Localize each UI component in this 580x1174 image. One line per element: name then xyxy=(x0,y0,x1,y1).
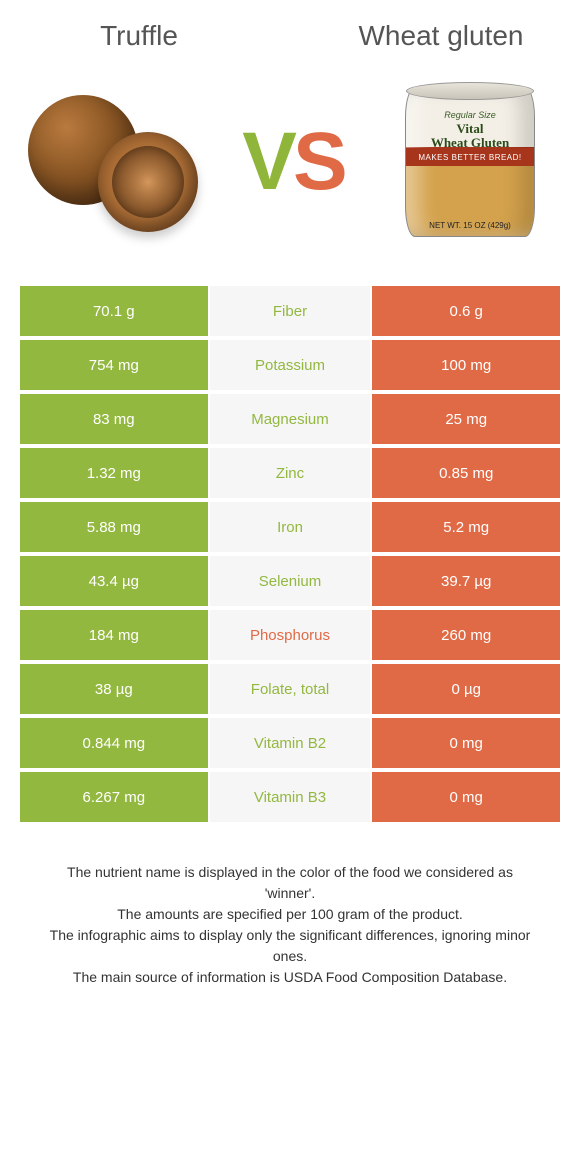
left-value: 83 mg xyxy=(20,394,208,444)
table-row: 38 µgFolate, total0 µg xyxy=(20,664,560,714)
can-title: VitalWheat Gluten xyxy=(406,122,534,149)
nutrient-label: Vitamin B3 xyxy=(210,772,371,822)
left-value: 0.844 mg xyxy=(20,718,208,768)
nutrient-label: Zinc xyxy=(210,448,371,498)
table-row: 1.32 mgZinc0.85 mg xyxy=(20,448,560,498)
vs-label: VS xyxy=(208,121,378,203)
left-value: 754 mg xyxy=(20,340,208,390)
can-size-label: Regular Size xyxy=(406,110,534,120)
table-row: 0.844 mgVitamin B20 mg xyxy=(20,718,560,768)
left-value: 184 mg xyxy=(20,610,208,660)
footer-line-4: The main source of information is USDA F… xyxy=(40,967,540,988)
right-value: 0 mg xyxy=(372,718,560,768)
nutrient-label: Selenium xyxy=(210,556,371,606)
can-red-band: MAKES BETTER BREAD! xyxy=(406,148,534,166)
left-food-title: Truffle xyxy=(18,20,260,52)
table-row: 5.88 mgIron5.2 mg xyxy=(20,502,560,552)
left-value: 43.4 µg xyxy=(20,556,208,606)
table-row: 184 mgPhosphorus260 mg xyxy=(20,610,560,660)
nutrient-label: Iron xyxy=(210,502,371,552)
images-row: VS Regular Size VitalWheat Gluten MAKES … xyxy=(18,82,562,242)
footer-line-1: The nutrient name is displayed in the co… xyxy=(40,862,540,904)
right-value: 5.2 mg xyxy=(372,502,560,552)
table-row: 6.267 mgVitamin B30 mg xyxy=(20,772,560,822)
header-row: Truffle Wheat gluten xyxy=(18,20,562,52)
nutrient-label: Fiber xyxy=(210,286,371,336)
right-value: 0.85 mg xyxy=(372,448,560,498)
left-value: 1.32 mg xyxy=(20,448,208,498)
table-row: 83 mgMagnesium25 mg xyxy=(20,394,560,444)
left-value: 5.88 mg xyxy=(20,502,208,552)
footer-line-2: The amounts are specified per 100 gram o… xyxy=(40,904,540,925)
left-value: 38 µg xyxy=(20,664,208,714)
right-value: 0 µg xyxy=(372,664,560,714)
right-value: 260 mg xyxy=(372,610,560,660)
can-net-wt: NET WT. 15 OZ (429g) xyxy=(406,221,534,230)
wheat-gluten-can-icon: Regular Size VitalWheat Gluten MAKES BET… xyxy=(405,87,535,237)
nutrient-label: Folate, total xyxy=(210,664,371,714)
nutrient-label: Vitamin B2 xyxy=(210,718,371,768)
table-row: 70.1 gFiber0.6 g xyxy=(20,286,560,336)
right-value: 0.6 g xyxy=(372,286,560,336)
nutrient-label: Phosphorus xyxy=(210,610,371,660)
right-value: 25 mg xyxy=(372,394,560,444)
comparison-table: 70.1 gFiber0.6 g754 mgPotassium100 mg83 … xyxy=(18,282,562,826)
nutrient-label: Potassium xyxy=(210,340,371,390)
left-value: 6.267 mg xyxy=(20,772,208,822)
vs-s: S xyxy=(293,116,344,207)
right-value: 0 mg xyxy=(372,772,560,822)
right-value: 100 mg xyxy=(372,340,560,390)
table-row: 43.4 µgSelenium39.7 µg xyxy=(20,556,560,606)
table-row: 754 mgPotassium100 mg xyxy=(20,340,560,390)
footer-notes: The nutrient name is displayed in the co… xyxy=(18,862,562,988)
right-value: 39.7 µg xyxy=(372,556,560,606)
nutrient-label: Magnesium xyxy=(210,394,371,444)
right-food-title: Wheat gluten xyxy=(320,20,562,52)
footer-line-3: The infographic aims to display only the… xyxy=(40,925,540,967)
vs-v: V xyxy=(242,116,293,207)
right-food-image: Regular Size VitalWheat Gluten MAKES BET… xyxy=(378,82,562,242)
truffle-icon xyxy=(18,87,208,237)
left-food-image xyxy=(18,82,208,242)
left-value: 70.1 g xyxy=(20,286,208,336)
